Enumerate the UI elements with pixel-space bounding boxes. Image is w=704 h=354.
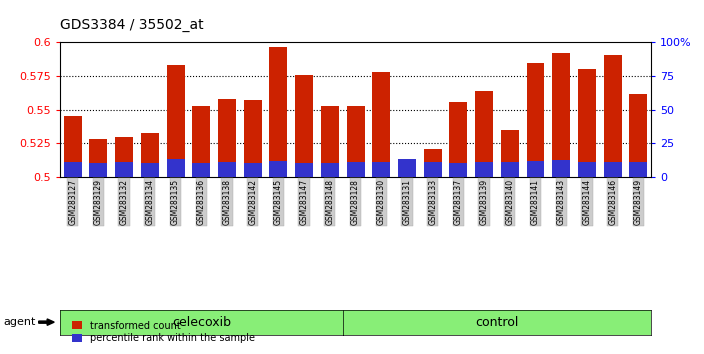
Bar: [449, 163, 467, 177]
Legend: transformed count, percentile rank within the sample: transformed count, percentile rank withi…: [68, 317, 258, 347]
Bar: [244, 163, 262, 177]
Bar: [475, 162, 493, 177]
Text: GSM283131: GSM283131: [403, 179, 411, 225]
Bar: [141, 163, 159, 177]
Bar: [501, 162, 519, 177]
Bar: [89, 139, 108, 177]
Text: GSM283145: GSM283145: [274, 179, 283, 225]
Bar: [218, 99, 236, 177]
Bar: [192, 106, 210, 177]
Text: GSM283139: GSM283139: [479, 179, 489, 225]
Bar: [270, 46, 287, 177]
Text: agent: agent: [4, 317, 36, 327]
Text: GDS3384 / 35502_at: GDS3384 / 35502_at: [60, 18, 203, 32]
Text: control: control: [475, 316, 519, 329]
Text: GSM283128: GSM283128: [351, 179, 360, 225]
Bar: [346, 106, 365, 177]
Bar: [629, 162, 648, 177]
Bar: [346, 162, 365, 177]
Bar: [372, 72, 390, 177]
Bar: [321, 163, 339, 177]
Bar: [115, 137, 133, 177]
Bar: [63, 161, 82, 177]
Text: GSM283141: GSM283141: [531, 179, 540, 225]
Text: GSM283140: GSM283140: [505, 179, 515, 225]
Bar: [527, 161, 544, 177]
Bar: [424, 149, 441, 177]
Bar: [295, 163, 313, 177]
Bar: [295, 75, 313, 177]
Text: GSM283135: GSM283135: [171, 179, 180, 225]
Text: GSM283138: GSM283138: [222, 179, 232, 225]
Text: GSM283144: GSM283144: [582, 179, 591, 225]
Bar: [141, 133, 159, 177]
Bar: [578, 161, 596, 177]
Text: celecoxib: celecoxib: [172, 316, 231, 329]
Bar: [398, 161, 416, 177]
Bar: [603, 161, 622, 177]
Text: GSM283136: GSM283136: [196, 179, 206, 225]
Bar: [192, 163, 210, 177]
Bar: [115, 162, 133, 177]
Bar: [578, 69, 596, 177]
Bar: [398, 159, 416, 177]
Text: GSM283129: GSM283129: [94, 179, 103, 225]
Bar: [449, 102, 467, 177]
Text: GSM283147: GSM283147: [300, 179, 308, 225]
Text: GSM283127: GSM283127: [68, 179, 77, 225]
Text: GSM283148: GSM283148: [325, 179, 334, 225]
Text: GSM283132: GSM283132: [120, 179, 129, 225]
Bar: [63, 116, 82, 177]
Text: GSM283149: GSM283149: [634, 179, 643, 225]
Bar: [501, 130, 519, 177]
Bar: [167, 159, 184, 177]
Bar: [89, 163, 108, 177]
Bar: [475, 91, 493, 177]
Text: GSM283146: GSM283146: [608, 179, 617, 225]
Bar: [552, 53, 570, 177]
Bar: [603, 55, 622, 177]
Bar: [270, 161, 287, 177]
Bar: [552, 160, 570, 177]
Text: GSM283134: GSM283134: [145, 179, 154, 225]
Bar: [218, 162, 236, 177]
Text: GSM283130: GSM283130: [377, 179, 386, 225]
Text: GSM283133: GSM283133: [428, 179, 437, 225]
Text: GSM283142: GSM283142: [249, 179, 257, 225]
Bar: [424, 162, 441, 177]
Text: GSM283137: GSM283137: [454, 179, 463, 225]
Bar: [629, 93, 648, 177]
Bar: [527, 63, 544, 177]
Bar: [372, 162, 390, 177]
Bar: [321, 106, 339, 177]
Text: GSM283143: GSM283143: [557, 179, 566, 225]
Bar: [244, 100, 262, 177]
Bar: [167, 65, 184, 177]
